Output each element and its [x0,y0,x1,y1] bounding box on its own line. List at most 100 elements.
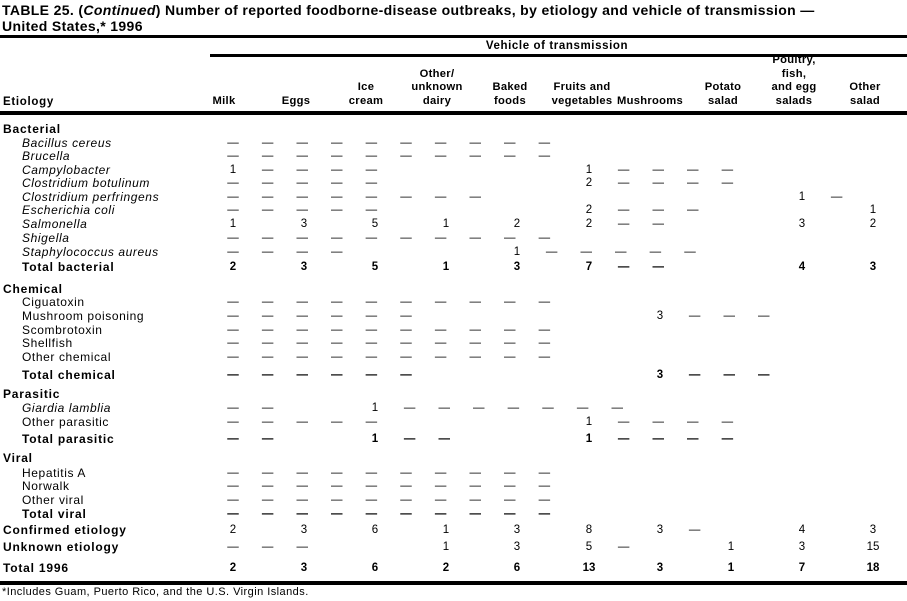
cell-dash: — [227,204,239,216]
cell-dash: — [687,177,699,189]
cell-value: 8 [585,524,593,536]
cell-dash: — [296,480,308,492]
cell-value: 4 [798,261,806,273]
cell-dash: — [227,137,239,149]
cell-dash: — [400,369,412,381]
column-header-line: Baked [492,81,528,93]
cell-dash: — [684,246,696,258]
cell-dash: — [227,480,239,492]
cell-dash: — [400,137,412,149]
cell-value: 2 [585,218,593,230]
row-total-bacterial: Total bacterial 2 3 5 1 3 7 — — 4 3 [0,260,907,274]
cell-dash: — [261,164,274,176]
cell-dash: — [469,508,481,520]
cell-dash: — [538,296,551,308]
cell-value: 3 [656,310,664,322]
cell-dash: — [296,351,308,363]
cell-dash: — [261,508,274,520]
cell-dash: — [365,177,378,189]
row-clostridium-botulinum: Clostridium botulinum — — — — — 2 — — — — [0,176,907,190]
cell-value: 2 [585,177,593,189]
cell-dash: — [538,137,551,149]
cell-dash: — [261,480,274,492]
cell-dash: — [504,337,516,349]
cell-dash: — [261,191,274,203]
row-hepatitis-a: Hepatitis A — — — — — — — — — — [0,466,907,480]
column-header-line: Milk [212,94,236,107]
cell-dash: — [227,416,239,428]
row-giardia-lamblia: Giardia lamblia — — 1 — — — — — — — [0,401,907,415]
cell-dash: — [400,296,412,308]
cell-dash: — [227,246,239,258]
cell-value: 1 [585,433,593,445]
cell-dash: — [331,191,343,203]
row-campylobacter: Campylobacter 1 — — — — 1 — — — — [0,163,907,177]
row-label: Confirmed etiology [3,523,127,537]
cell-dash: — [576,402,589,414]
cell-value: 3 [869,524,877,536]
row-label: Clostridium botulinum [22,176,150,190]
row-bacillus-cereus: Bacillus cereus — — — — — — — — — — [0,136,907,150]
cell-dash: — [758,369,770,381]
row-staphylococcus-aureus: Staphylococcus aureus — — — — 1 — — — — — [0,245,907,259]
cell-dash: — [400,337,412,349]
cell-dash: — [434,494,447,506]
cell-dash: — [652,416,664,428]
cell-dash: — [261,204,274,216]
cell-dash: — [611,402,623,414]
cell-dash: — [721,177,734,189]
column-header-line: and egg [771,81,817,93]
cell-dash: — [504,480,516,492]
cell-dash: — [469,296,481,308]
column-header-line: Potato [704,81,742,93]
cell-dash: — [261,177,274,189]
cell-dash: — [400,324,412,336]
cell-dash: — [688,524,701,536]
cell-dash: — [227,191,239,203]
cell-dash: — [400,150,412,162]
row-bacterial: Bacterial [0,122,907,136]
cell-dash: — [296,296,308,308]
cell-dash: — [365,164,378,176]
cell-dash: — [504,351,516,363]
cell-dash: — [649,246,662,258]
cell-dash: — [617,218,630,230]
cell-dash: — [687,204,699,216]
cell-dash: — [469,351,481,363]
cell-dash: — [538,337,551,349]
cell-dash: — [227,494,239,506]
table-title: TABLE 25. (Continued) Number of reported… [2,2,815,18]
row-other-parasitic: Other parasitic — — — — — 1 — — — — [0,415,907,429]
cell-dash: — [261,416,274,428]
row-label: Shellfish [22,336,73,350]
column-header-line: Eggs [281,94,311,107]
cell-value: 1 [869,204,877,216]
cell-dash: — [434,351,447,363]
column-header-line: Poultry, [772,54,816,66]
cell-dash: — [261,433,274,445]
cell-dash: — [538,494,551,506]
row-confirmed-etiology: Confirmed etiology 2 3 6 1 3 8 3—4 3 [0,523,907,537]
cell-value: 3 [869,261,877,273]
row-other-chemical: Other chemical — — — — — — — — — — [0,350,907,364]
cell-dash: — [469,137,481,149]
cell-dash: — [723,310,735,322]
cell-dash: — [365,467,378,479]
cell-dash: — [400,310,412,322]
cell-dash: — [580,246,592,258]
row-label: Brucella [22,149,71,163]
cell-dash: — [538,324,551,336]
cell-dash: — [538,467,551,479]
cell-dash: — [365,204,378,216]
cell-dash: — [400,480,412,492]
row-total-parasitic: Total parasitic — — 1 — — 1 — — — — [0,432,907,446]
cell-value: 7 [798,562,806,574]
row-total-viral: Total viral — — — — — — — — — — [0,507,907,521]
cell-dash: — [400,467,412,479]
cell-dash: — [438,402,450,414]
column-header-line: cream [348,94,384,107]
cell-value: 1 [513,246,521,258]
column-header-line: foods [494,94,526,107]
cell-dash: — [434,232,447,244]
cell-dash: — [688,369,701,381]
